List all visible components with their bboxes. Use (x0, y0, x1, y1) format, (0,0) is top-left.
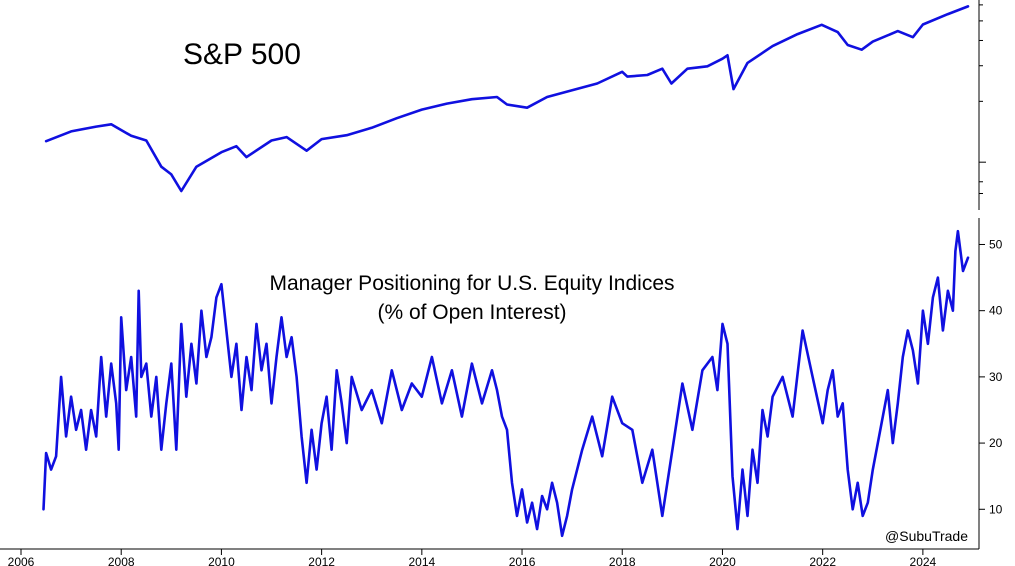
y-tick-label: 50 (989, 237, 1003, 251)
x-tick-label: 2006 (8, 555, 35, 566)
x-tick-label: 2014 (408, 555, 435, 566)
watermark-credit: @SubuTrade (885, 528, 968, 544)
positioning-title: Manager Positioning for U.S. Equity Indi… (269, 272, 674, 295)
positioning-y-ticks: 10 20 30 40 50 (979, 237, 1003, 516)
y-tick-label: 20 (989, 436, 1003, 450)
x-tick-label: 2008 (108, 555, 135, 566)
x-tick-label: 2012 (308, 555, 335, 566)
positioning-x-ticks: 2006 2008 2010 2012 2014 2016 2018 2020 2022 2024 (8, 549, 937, 566)
sp500-panel: S&P 500 (44, 0, 986, 210)
positioning-line (42, 229, 970, 538)
x-tick-label: 2024 (910, 555, 937, 566)
y-tick-label: 10 (989, 502, 1003, 516)
x-tick-label: 2022 (809, 555, 836, 566)
sp500-title: S&P 500 (183, 38, 301, 71)
x-tick-label: 2016 (509, 555, 536, 566)
positioning-subtitle: (% of Open Interest) (377, 301, 566, 324)
x-tick-label: 2010 (208, 555, 235, 566)
x-tick-label: 2018 (609, 555, 636, 566)
sp500-line (44, 5, 970, 193)
x-tick-label: 2020 (709, 555, 736, 566)
y-tick-label: 30 (989, 370, 1003, 384)
sp500-axis-ticks (979, 4, 986, 194)
y-tick-label: 40 (989, 304, 1003, 318)
